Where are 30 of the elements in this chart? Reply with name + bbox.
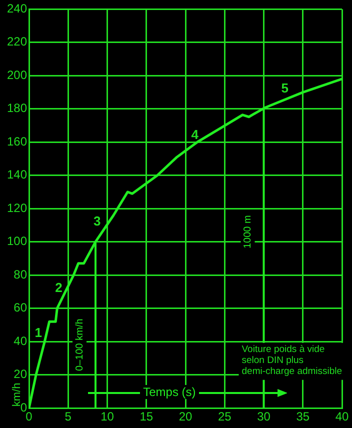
annotation: 1 [34,324,42,340]
x-tick-label: 30 [257,410,271,424]
y-tick-label: 100 [6,234,28,248]
y-tick-label: 120 [6,200,28,215]
y-tick-label: 180 [6,101,28,116]
y-tick-label: 200 [6,68,28,82]
x-tick-label: 25 [218,410,232,424]
y-tick-label: 40 [14,334,28,348]
y-tick-label: 60 [14,300,28,315]
annotation: Voiture poids à vide selon DIN plus demi-charge admissible [242,344,342,378]
annotation: 2 [55,280,62,295]
x-tick-label: 5 [64,410,72,424]
annotation: 4 [191,127,200,142]
y-tick-label: 80 [14,267,28,282]
x-tick-label: 15 [140,410,154,424]
y-tick-label: 240 [6,2,28,16]
ref-line-label: 1000 m [242,215,254,249]
ref-line-label: 0–100 km/h [74,318,86,371]
y-tick-label: 140 [6,168,28,182]
y-tick-label: 220 [6,34,28,49]
annotation: 5 [281,80,288,96]
x-tick-label: 20 [178,410,192,424]
y-tick-label: 160 [6,134,28,148]
y-tick-label: 20 [14,367,28,382]
x-tick-label: 35 [296,410,310,424]
x-tick-label: 40 [335,410,349,424]
annotation: 3 [93,213,101,228]
x-axis-title: Temps (s) [140,385,199,400]
x-tick-label: 10 [100,410,114,424]
y-tick-label: 0 [20,400,28,414]
